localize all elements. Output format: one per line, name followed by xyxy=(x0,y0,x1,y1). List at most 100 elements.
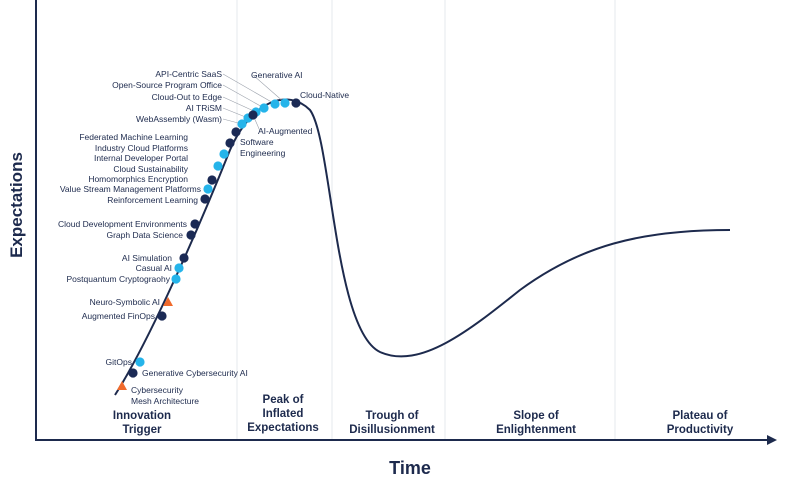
phase-label: Peak of Inflated Expectations xyxy=(247,394,319,434)
technology-label: Cloud Sustainability xyxy=(113,164,188,174)
technology-label: Postquantum Cryptograohy xyxy=(67,274,171,284)
phase-label: Trough of Disillusionment xyxy=(349,410,435,436)
dot-marker xyxy=(280,98,290,108)
dot-marker xyxy=(200,194,210,204)
x-axis-title: Time xyxy=(389,458,431,478)
technology-label-line: Augmented FinOps xyxy=(82,311,155,321)
technology-label-line: Generative AI xyxy=(251,70,303,80)
annotations: Innovation Trigger Peak of Inflated Expectat… xyxy=(58,69,734,436)
leader-line xyxy=(222,96,257,113)
technology-label: Graph Data Science xyxy=(106,230,183,240)
technology-label: Cloud-Out to Edge xyxy=(152,92,223,102)
technology-label-line: GitOps xyxy=(106,357,132,367)
technology-label: GitOps xyxy=(106,357,132,367)
dot-marker xyxy=(179,253,189,263)
technology-label: Industry Cloud Platforms xyxy=(95,143,188,153)
technology-label: Neuro-Symbolic AI xyxy=(90,297,160,307)
dot-marker xyxy=(237,119,247,129)
phase-label-line: Trough of xyxy=(365,410,418,422)
technology-label: Homomorphics Encryption xyxy=(88,174,188,184)
technology-label-line: Cloud Development Environments xyxy=(58,219,187,229)
phase-label-line: Slope of xyxy=(513,410,559,422)
technology-label: Federated Machine Learning xyxy=(79,132,188,142)
technology-label: AI-Augmented Software Engineering xyxy=(240,126,313,158)
technology-label: Cloud Development Environments xyxy=(58,219,187,229)
dot-marker xyxy=(135,357,145,367)
technology-label-line: Homomorphics Encryption xyxy=(88,174,188,184)
phase-dividers xyxy=(236,0,616,440)
technology-label-line: AI Simulation xyxy=(122,253,172,263)
dot-marker xyxy=(203,184,213,194)
technology-label-line: Mesh Architecture xyxy=(131,396,199,406)
technology-label-line: Casual AI xyxy=(136,263,172,273)
technology-label: AI Simulation xyxy=(122,253,172,263)
phase-label-line: Productivity xyxy=(667,424,734,436)
dot-marker xyxy=(171,274,181,284)
technology-label-line: Open-Source Program Office xyxy=(112,80,222,90)
technology-label-line: AI TRiSM xyxy=(186,103,222,113)
technology-label: API-Centric SaaS xyxy=(155,69,222,79)
dot-marker xyxy=(231,127,241,137)
leader-line xyxy=(222,73,276,105)
technology-label-line: Cybersecurity xyxy=(131,385,184,395)
technology-label-line: Cloud Sustainability xyxy=(113,164,188,174)
technology-label-line: Cloud-Native xyxy=(300,90,349,100)
technology-label-line: AI-Augmented xyxy=(258,126,313,136)
leader-line xyxy=(222,84,265,109)
technology-label-line: API-Centric SaaS xyxy=(155,69,222,79)
dot-marker xyxy=(270,99,280,109)
dot-marker xyxy=(174,263,184,273)
technology-label-line: Reinforcement Learning xyxy=(107,195,198,205)
phase-label-line: Expectations xyxy=(247,422,319,434)
phase-label: Plateau of Productivity xyxy=(667,410,734,436)
technology-label: Internal Developer Portal xyxy=(94,153,188,163)
technology-label: Cloud-Native xyxy=(300,90,349,100)
technology-label-line: WebAssembly (Wasm) xyxy=(136,114,222,124)
dot-marker xyxy=(248,110,258,120)
technology-label-line: Cloud-Out to Edge xyxy=(152,92,223,102)
hype-curve xyxy=(114,98,731,396)
phase-label: Innovation Trigger xyxy=(113,410,171,436)
technology-label-line: Postquantum Cryptograohy xyxy=(67,274,171,284)
y-axis-title: Expectations xyxy=(7,152,26,258)
technology-label-line: Software xyxy=(240,137,274,147)
technology-label: AI TRiSM xyxy=(186,103,222,113)
phase-label-line: Peak of xyxy=(263,394,304,406)
dot-marker xyxy=(186,230,196,240)
triangle-marker xyxy=(117,381,127,390)
technology-label: Cybersecurity Mesh Architecture xyxy=(131,385,199,406)
technology-label-line: Neuro-Symbolic AI xyxy=(90,297,160,307)
dot-marker xyxy=(190,219,200,229)
technology-label-line: Internal Developer Portal xyxy=(94,153,188,163)
technology-label: Generative Cybersecurity AI xyxy=(142,368,248,378)
dot-marker xyxy=(291,98,301,108)
x-axis-arrow xyxy=(767,435,777,445)
technology-label-line: Value Stream Management Platforms xyxy=(60,184,201,194)
technology-label-line: Graph Data Science xyxy=(106,230,183,240)
triangle-marker xyxy=(163,297,173,306)
technology-label: Augmented FinOps xyxy=(82,311,155,321)
dot-marker xyxy=(259,103,269,113)
phase-label-line: Plateau of xyxy=(673,410,728,422)
dot-marker xyxy=(219,149,229,159)
technology-label-line: Federated Machine Learning xyxy=(79,132,188,142)
phase-label-line: Inflated xyxy=(263,408,304,420)
phase-label-line: Disillusionment xyxy=(349,424,435,436)
phase-label: Slope of Enlightenment xyxy=(496,410,576,436)
technology-label: Value Stream Management Platforms xyxy=(60,184,201,194)
technology-label-line: Engineering xyxy=(240,148,286,158)
phase-label-line: Trigger xyxy=(123,424,163,436)
technology-label: WebAssembly (Wasm) xyxy=(136,114,222,124)
phase-label-line: Innovation xyxy=(113,410,171,422)
dot-marker xyxy=(157,311,167,321)
dot-marker xyxy=(207,175,217,185)
technology-label: Casual AI xyxy=(136,263,172,273)
technology-label-line: Generative Cybersecurity AI xyxy=(142,368,248,378)
technology-label-line: Industry Cloud Platforms xyxy=(95,143,188,153)
phase-label-line: Enlightenment xyxy=(496,424,576,436)
leader-line xyxy=(252,74,286,104)
dot-marker xyxy=(225,138,235,148)
dot-marker xyxy=(213,161,223,171)
technology-label: Generative AI xyxy=(251,70,303,80)
